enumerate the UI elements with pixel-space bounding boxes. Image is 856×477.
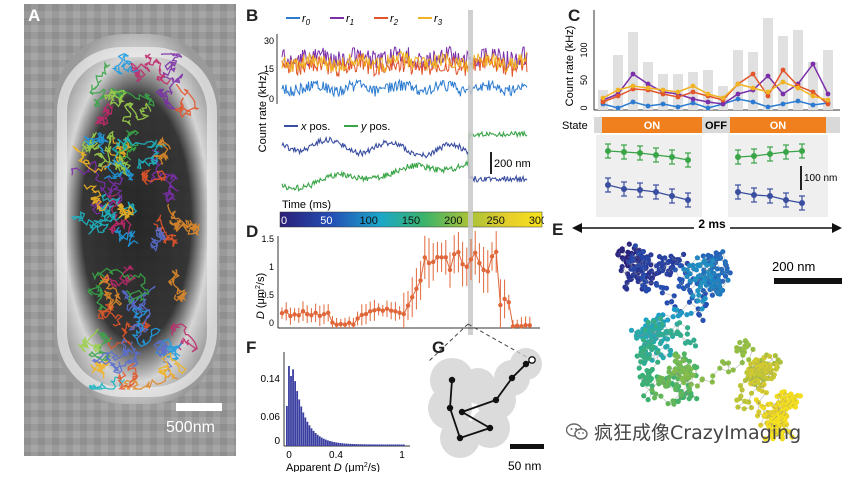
ytick-0: 0 (269, 94, 274, 104)
ytick-30: 30 (264, 36, 274, 46)
f-xtick-0.4: 0.4 (329, 450, 343, 461)
diffusion-points (280, 231, 532, 328)
svg-text:y pos.: y pos. (360, 121, 390, 133)
watermark-text: 疯狂成像CrazyImaging (594, 418, 801, 445)
ytick-15: 15 (264, 64, 274, 74)
panel-d-label: D (246, 222, 258, 242)
panel-a: 500nm A (24, 4, 236, 456)
scalebar-e-bar (774, 278, 842, 284)
state-on-2-label: ON (770, 120, 787, 132)
scalebar-b-label: 200 nm (494, 158, 531, 170)
c-ytick-0: 0 (579, 105, 589, 110)
f-ytick-0.14: 0.14 (261, 374, 281, 385)
wechat-icon (566, 423, 588, 441)
panel-c: C Count rate (kHz) 100 50 0 State ON OFF… (556, 4, 852, 236)
d-ytick-0.5: 0.5 (261, 290, 274, 300)
state-label: State (562, 120, 588, 132)
c-ytick-50: 50 (579, 75, 589, 85)
panel-g-label: G (432, 338, 445, 358)
time-label: Time (ms) (282, 199, 331, 211)
svg-text:r3: r3 (434, 13, 443, 27)
svg-text:x pos.: x pos. (300, 121, 330, 133)
d-ytick-1: 1 (269, 262, 274, 272)
svg-text:r0: r0 (302, 13, 311, 27)
panel-f: F 0.14 0.06 0 0 0.4 1 Apparent D (μm2/s) (244, 338, 414, 472)
scalebar-a-bar (176, 403, 222, 411)
panel-c-label: C (568, 6, 580, 26)
state-off-label: OFF (705, 120, 727, 132)
state-on-1-label: ON (644, 120, 661, 132)
f-xlabel: Apparent D (μm2/s) (286, 462, 380, 472)
scalebar-g-bar (510, 444, 544, 449)
panel-f-histogram: 0.14 0.06 0 0 0.4 1 Apparent D (μm2/s) (244, 338, 414, 472)
svg-text:r2: r2 (390, 13, 399, 27)
d-ytick-0: 0 (269, 318, 274, 328)
panel-c-chart: Count rate (kHz) 100 50 0 State ON OFF O… (556, 4, 852, 236)
watermark: 疯狂成像CrazyImaging (566, 418, 801, 445)
histogram-bars (286, 366, 405, 446)
svg-text:r1: r1 (346, 13, 354, 27)
panel-c-ylabel: Count rate (kHz) (564, 26, 576, 107)
c-ytick-100: 100 (579, 42, 589, 57)
f-ytick-0.06: 0.06 (261, 412, 281, 423)
scalebar-a-label: 500nm (166, 419, 215, 436)
panel-g: 50 nm G (400, 320, 560, 472)
panel-g-zoom: 50 nm (400, 320, 560, 472)
panel-e-label: E (552, 220, 563, 240)
scalebar-g-label: 50 nm (508, 459, 541, 472)
f-xtick-0: 0 (286, 450, 292, 461)
panel-a-label: A (28, 6, 40, 26)
panel-b: B Count rate (kHz) 30 15 0 r0 r1 r2 r3 x… (244, 4, 544, 229)
panel-b-chart: Count rate (kHz) 30 15 0 r0 r1 r2 r3 x p… (244, 4, 544, 229)
f-ytick-0: 0 (274, 436, 280, 447)
d-ytick-1.5: 1.5 (261, 234, 274, 244)
panel-b-ylabel: Count rate (kHz) (257, 72, 269, 153)
panel-a-image: 500nm (24, 4, 236, 456)
legend-pos: x pos. y pos. (284, 121, 390, 133)
panel-b-label: B (246, 6, 258, 26)
legend-r: r0 r1 r2 r3 (286, 13, 443, 27)
panel-f-label: F (246, 338, 256, 358)
scalebar-c-label: 100 nm (804, 173, 837, 184)
scalebar-e-label: 200 nm (772, 259, 815, 274)
count-rate-traces (282, 47, 527, 97)
